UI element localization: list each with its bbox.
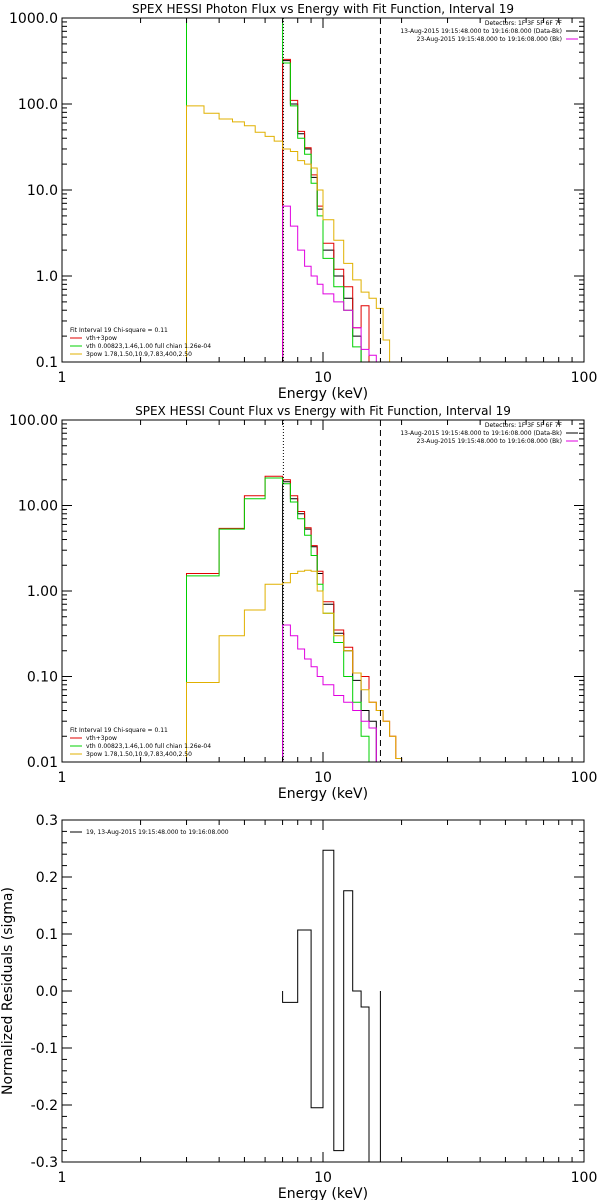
chart-title: SPEX HESSI Count Flux vs Energy with Fit… <box>135 404 511 418</box>
x-tick-label: 100 <box>571 770 598 786</box>
y-tick-label: 10.00 <box>18 499 58 515</box>
x-axis-label: Energy (keV) <box>278 786 368 802</box>
series-0-step-line <box>282 849 381 1162</box>
y-tick-label: 100.00 <box>9 413 58 429</box>
x-tick-label: 1 <box>58 1170 67 1186</box>
x-tick-label: 1 <box>58 370 67 386</box>
y-tick-label: 0.0 <box>36 984 58 1000</box>
y-tick-label: 100.0 <box>18 97 58 113</box>
legend-left-entry: Fit Interval 19 Chi-square = 0.11 <box>70 327 168 334</box>
x-tick-label: 10 <box>314 1170 332 1186</box>
legend-left-entry: vth+3pow <box>86 735 117 742</box>
series-0-step-line <box>282 60 370 362</box>
legend-left-entry: vth 0.00823,1.46,1.00 full chian 1.26e-0… <box>86 343 211 350</box>
y-tick-label: -0.2 <box>31 1098 58 1114</box>
series-3-step-line <box>186 105 397 362</box>
y-tick-label: 1000.0 <box>9 11 58 27</box>
series-2-step-line <box>186 18 362 362</box>
legend-left-entry: Fit Interval 19 Chi-square = 0.11 <box>70 727 168 734</box>
y-tick-label: 1.0 <box>36 269 58 285</box>
series-2-step-line <box>186 477 377 762</box>
legend-left-entry: 19, 13-Aug-2015 19:15:48.000 to 19:16:08… <box>86 829 229 836</box>
series-3-step-line <box>186 569 413 762</box>
y-tick-label: 1.00 <box>27 584 58 600</box>
y-tick-label: 0.1 <box>36 927 58 943</box>
series-4-step-line <box>282 205 377 362</box>
series-4-step-line <box>282 624 377 762</box>
legend-left-entry: vth 0.00823,1.46,1.00 full chian 1.26e-0… <box>86 743 211 750</box>
x-tick-label: 10 <box>314 370 332 386</box>
chart-title: SPEX HESSI Photon Flux vs Energy with Fi… <box>132 2 514 16</box>
y-tick-label: -0.3 <box>31 1155 58 1171</box>
legend-left-entry: 3pow 1.78,1.50,10.9,7.83,400,2.50 <box>86 351 192 358</box>
y-tick-label: 0.3 <box>36 813 58 829</box>
legend-right-entry: 23-Aug-2015 19:15:48.000 to 19:16:08.000… <box>417 438 562 445</box>
x-tick-label: 10 <box>314 770 332 786</box>
y-tick-label: 0.01 <box>27 755 58 771</box>
legend-left-entry: vth+3pow <box>86 335 117 342</box>
legend-right-entry: 13-Aug-2015 19:15:48.000 to 19:16:08.000… <box>400 28 562 35</box>
legend-right-entry: Detectors: 1F 3F 5F 6F 7F <box>485 422 563 429</box>
x-tick-label: 100 <box>571 370 598 386</box>
x-axis-label: Energy (keV) <box>278 1186 368 1200</box>
legend-right-entry: Detectors: 1F 3F 5F 6F 7F <box>485 20 563 27</box>
x-tick-label: 1 <box>58 770 67 786</box>
y-tick-label: 0.1 <box>36 355 58 371</box>
legend-right-entry: 23-Aug-2015 19:15:48.000 to 19:16:08.000… <box>417 36 562 43</box>
y-tick-label: 0.2 <box>36 870 58 886</box>
legend-left-entry: 3pow 1.78,1.50,10.9,7.83,400,2.50 <box>86 751 192 758</box>
x-tick-label: 100 <box>571 1170 598 1186</box>
y-tick-label: -0.1 <box>31 1041 58 1057</box>
x-axis-label: Energy (keV) <box>278 386 368 402</box>
y-tick-label: 10.0 <box>27 183 58 199</box>
y-tick-label: 0.10 <box>27 670 58 686</box>
legend-right-entry: 13-Aug-2015 19:15:48.000 to 19:16:08.000… <box>400 430 562 437</box>
y-axis-label: Normalized Residuals (sigma) <box>0 887 16 1095</box>
